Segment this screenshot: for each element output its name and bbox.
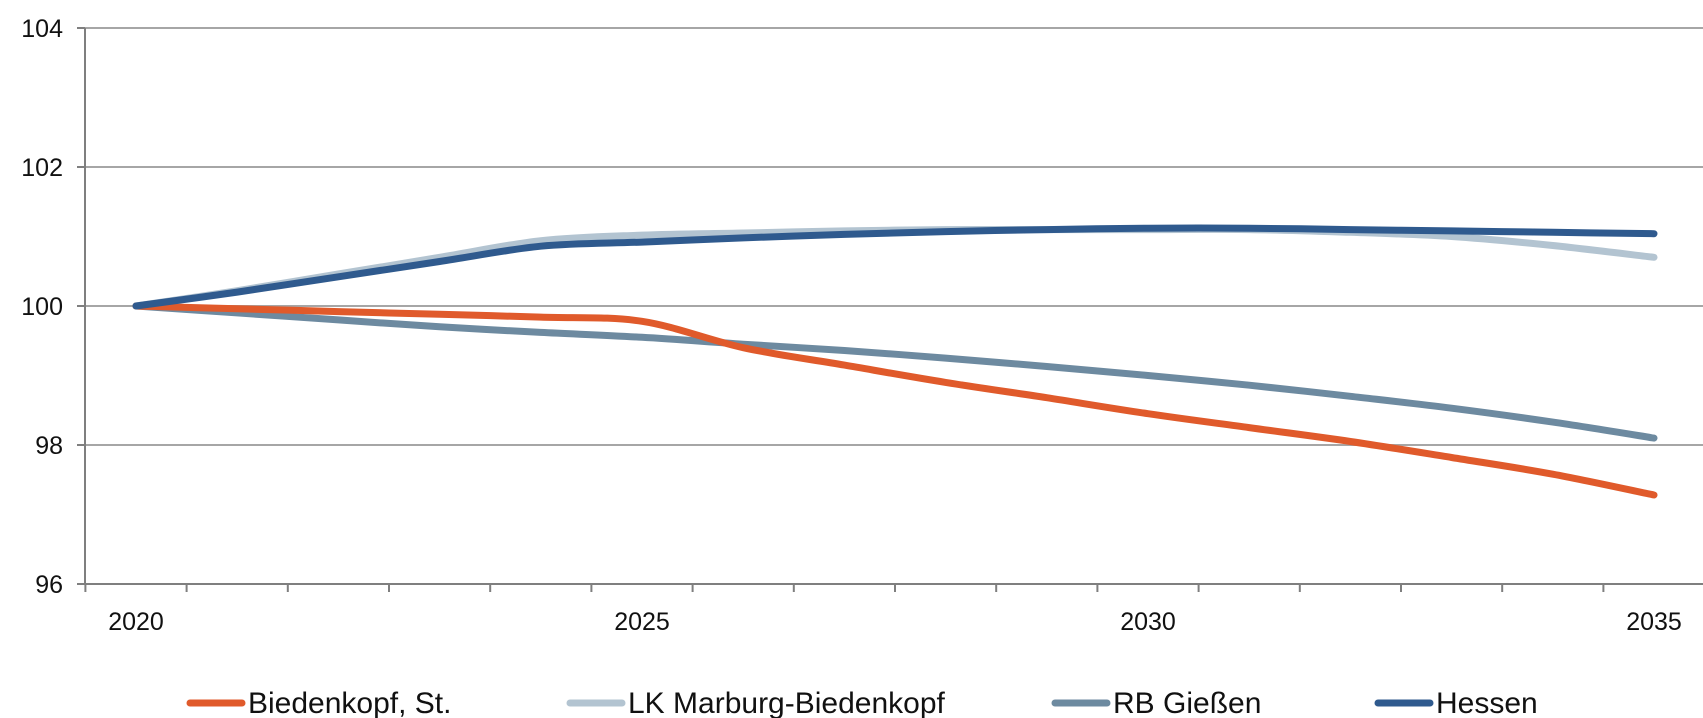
y-tick-label: 104 [21,15,63,43]
legend-label-rb-gie-en: RB Gießen [1113,687,1261,718]
legend-label-lk-marburg-biedenkopf: LK Marburg-Biedenkopf [628,687,946,718]
series-line-hessen [132,224,1658,310]
x-tick-label: 2035 [1626,608,1682,636]
legend-label-biedenkopf-st: Biedenkopf, St. [248,687,451,718]
y-tick-label: 98 [35,432,63,460]
series-line-biedenkopf-st [132,302,1658,499]
legend: Biedenkopf, St. LK Marburg-Biedenkopf RB G… [186,687,1538,718]
x-tick-label: 2025 [614,608,670,636]
series-line-lk-marburg-biedenkopf [132,225,1658,310]
grid-lines [85,27,1703,446]
series-lines [132,224,1658,499]
x-tick-label: 2020 [108,608,164,636]
y-tick-label: 102 [21,154,63,182]
series-line-rb-gie-en [132,302,1658,442]
x-tick-labels: 2020 2025 2030 2035 [108,608,1682,636]
y-tick-labels: 96 98 100 102 104 [21,15,63,599]
x-tick-label: 2030 [1120,608,1176,636]
y-tick-label: 100 [21,293,63,321]
legend-label-hessen: Hessen [1436,687,1538,718]
y-tick-label: 96 [35,571,63,599]
axes [77,27,1703,592]
